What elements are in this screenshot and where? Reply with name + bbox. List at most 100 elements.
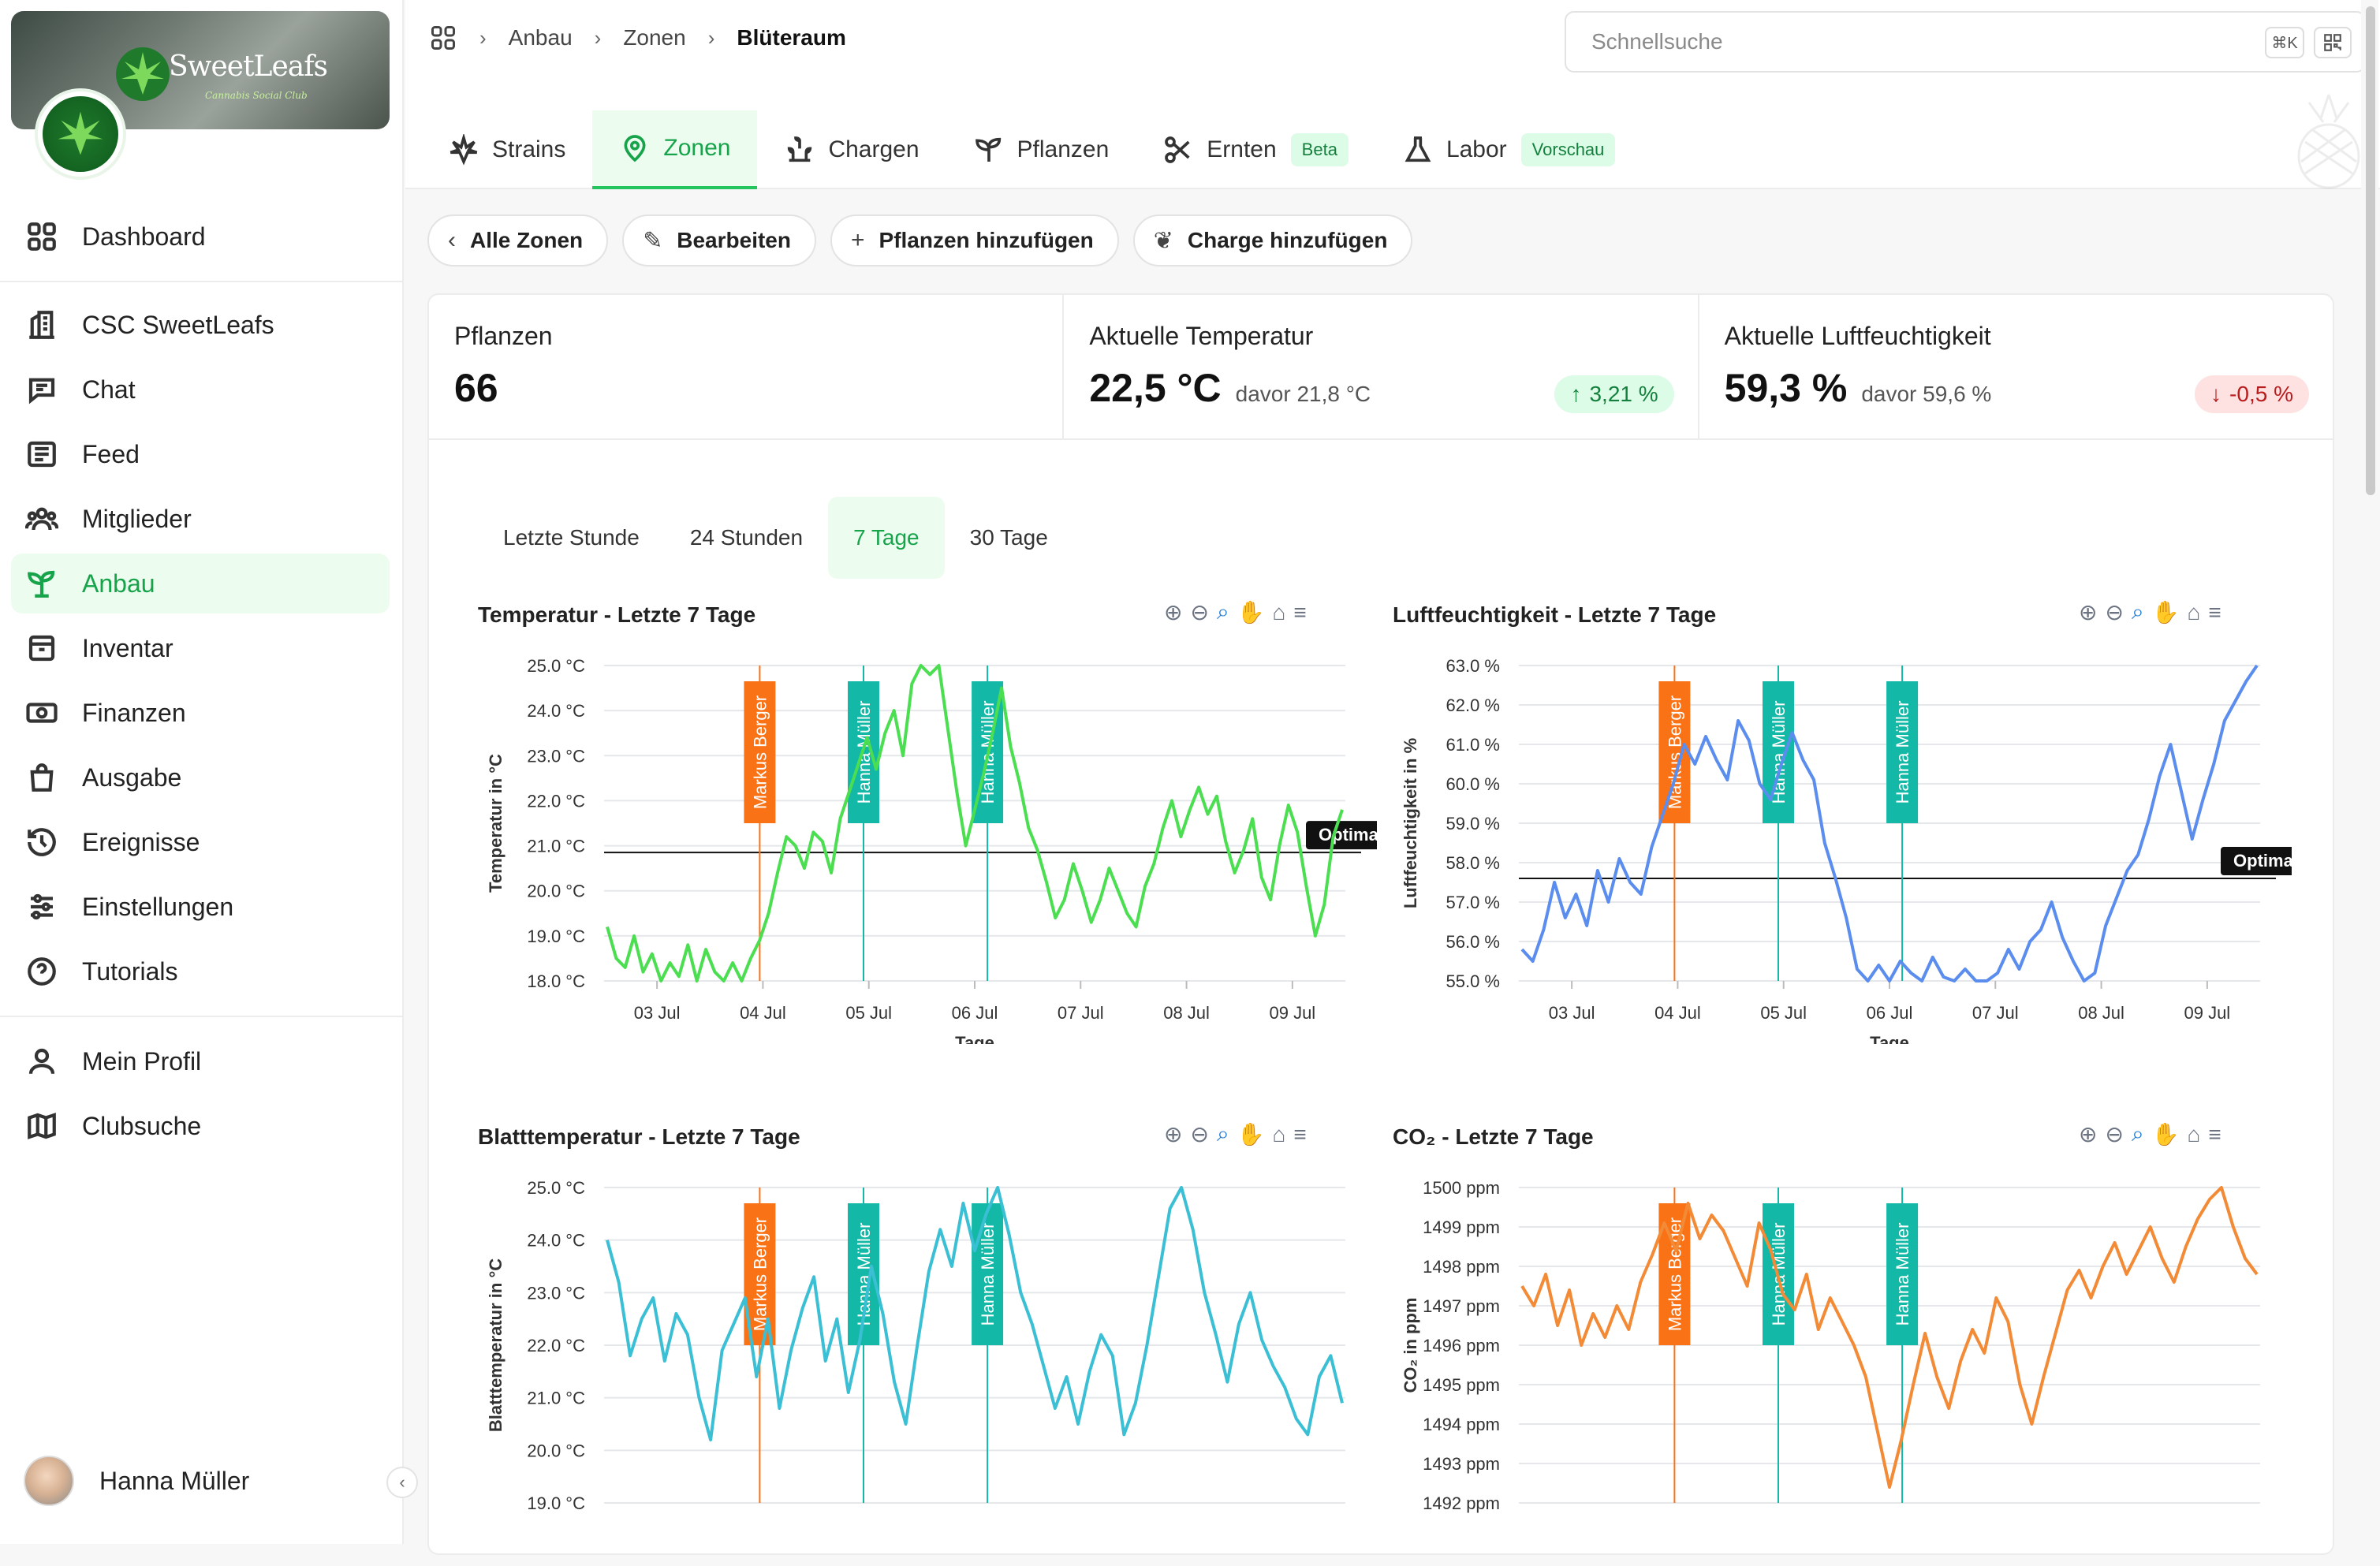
add-batch-button[interactable]: ❦ Charge hinzufügen (1132, 214, 1413, 267)
chart-title: CO₂ - Letzte 7 Tage (1393, 1124, 1594, 1149)
tab-ernten[interactable]: Ernten Beta (1136, 110, 1375, 189)
y-tick-label: 1494 ppm (1423, 1415, 1500, 1434)
chevron-left-icon: ‹ (448, 227, 456, 253)
y-tick-label: 1499 ppm (1423, 1217, 1500, 1237)
pan-icon[interactable]: ✋ (1237, 1122, 1265, 1147)
y-axis-label: Blatttemperatur in °C (486, 1258, 505, 1432)
stat-value: 66 (454, 366, 498, 410)
zone-card: Pflanzen 66 Aktuelle Temperatur 22,5 °C d… (427, 293, 2334, 1555)
reset-zoom-icon[interactable]: ⌂ (2187, 599, 2201, 625)
pan-icon[interactable]: ✋ (1237, 600, 1265, 625)
brand-tagline: Cannabis Social Club (205, 90, 308, 101)
range-30d[interactable]: 30 Tage (969, 525, 1048, 550)
sidebar-item-clubsearch[interactable]: Clubsuche (11, 1096, 390, 1156)
chevron-right-icon: › (594, 25, 602, 50)
add-plants-button[interactable]: + Pflanzen hinzufügen (830, 214, 1119, 267)
zoom-in-icon[interactable]: ⊕ (2079, 600, 2098, 625)
edit-button[interactable]: ✎ Bearbeiten (622, 214, 816, 267)
range-7d[interactable]: 7 Tage (828, 497, 945, 579)
tab-labor[interactable]: Labor Vorschau (1375, 110, 1642, 189)
zoom-out-icon[interactable]: ⊖ (1190, 600, 1209, 625)
sidebar-item-settings[interactable]: Einstellungen (11, 877, 390, 937)
annotation-text: Hanna Müller (1893, 1223, 1912, 1326)
zoom-out-icon[interactable]: ⊖ (2105, 600, 2124, 625)
stat-value: 59,3 % (1724, 366, 1848, 410)
sidebar-item-finances[interactable]: Finanzen (11, 683, 390, 743)
seedlings-icon (788, 136, 812, 162)
y-tick-label: 18.0 °C (527, 971, 585, 991)
menu-icon[interactable]: ≡ (2208, 599, 2221, 625)
sidebar-item-events[interactable]: Ereignisse (11, 812, 390, 872)
collapse-sidebar-button[interactable]: ‹ (386, 1467, 418, 1498)
tab-strains[interactable]: Strains (421, 110, 592, 189)
sidebar-item-output[interactable]: Ausgabe (11, 748, 390, 807)
sprout-icon (975, 137, 1001, 162)
sidebar-item-feed[interactable]: Feed (11, 424, 390, 484)
annotation-label: Hanna Müller (1763, 1203, 1794, 1345)
sidebar-item-club[interactable]: CSC SweetLeafs (11, 295, 390, 355)
chat-icon (28, 378, 55, 405)
zoom-out-icon[interactable]: ⊖ (1190, 1122, 1209, 1147)
chevron-left-icon: ‹ (399, 1472, 405, 1492)
sidebar-item-label: Tutorials (82, 956, 178, 986)
breadcrumb: › Anbau › Zonen › Blüteraum (429, 24, 846, 52)
chart-3: CO₂ - Letzte 7 Tage ⊕ ⊖ ⌕ ✋ ⌂ ≡ 1492 ppm 1493 pp… (1393, 1121, 2292, 1566)
menu-icon[interactable]: ≡ (1293, 599, 1307, 625)
pan-icon[interactable]: ✋ (2151, 1122, 2180, 1147)
range-last-hour[interactable]: Letzte Stunde (503, 525, 640, 550)
button-label: Bearbeiten (677, 228, 791, 252)
sidebar-item-anbau[interactable]: Anbau (11, 554, 390, 613)
reset-zoom-icon[interactable]: ⌂ (2187, 1121, 2201, 1147)
zoom-out-icon[interactable]: ⊖ (2105, 1122, 2124, 1147)
pan-icon[interactable]: ✋ (2151, 600, 2180, 625)
y-tick-label: 57.0 % (1446, 893, 1501, 912)
menu-icon[interactable]: ≡ (2208, 1121, 2221, 1147)
qr-code-icon[interactable] (2314, 27, 2352, 58)
breadcrumb-anbau[interactable]: Anbau (508, 25, 573, 50)
series-line (606, 664, 1344, 982)
scrollbar-thumb[interactable] (2366, 6, 2375, 495)
sidebar-item-dashboard[interactable]: Dashboard (11, 207, 390, 267)
sidebar-item-tutorials[interactable]: Tutorials (11, 941, 390, 1001)
current-user[interactable]: Hanna Müller (24, 1456, 249, 1506)
zoom-select-icon[interactable]: ⌕ (2131, 1121, 2144, 1146)
button-label: Alle Zonen (470, 228, 584, 252)
tab-pflanzen[interactable]: Pflanzen (946, 110, 1136, 189)
zoom-in-icon[interactable]: ⊕ (2079, 1122, 2098, 1147)
zoom-select-icon[interactable]: ⌕ (1216, 1121, 1229, 1146)
x-axis-label: Tage (1870, 1033, 1909, 1044)
tab-label: Pflanzen (1017, 136, 1110, 162)
stat-label: Pflanzen (454, 322, 553, 350)
x-tick-label: 08 Jul (2078, 1003, 2124, 1023)
search-placeholder: Schnellsuche (1591, 29, 1723, 54)
scrollbar[interactable] (2361, 0, 2378, 1544)
search-input[interactable]: Schnellsuche ⌘K (1565, 11, 2366, 73)
all-zones-button[interactable]: ‹ Alle Zonen (427, 214, 609, 267)
breadcrumb-zonen[interactable]: Zonen (623, 25, 686, 50)
y-axis-label: Luftfeuchtigkeit in % (1401, 738, 1420, 908)
y-tick-label: 22.0 °C (527, 791, 585, 811)
sidebar-item-members[interactable]: Mitglieder (11, 489, 390, 549)
sidebar-item-chat[interactable]: Chat (11, 360, 390, 419)
sidebar-item-inventory[interactable]: Inventar (11, 618, 390, 678)
sidebar-item-label: Ereignisse (82, 827, 200, 856)
zoom-select-icon[interactable]: ⌕ (1216, 599, 1229, 624)
optimal-label-text: Optimal (2233, 851, 2292, 871)
reset-zoom-icon[interactable]: ⌂ (1272, 1121, 1286, 1147)
grid-icon[interactable] (429, 24, 457, 52)
club-avatar[interactable] (35, 88, 126, 180)
menu-icon[interactable]: ≡ (1293, 1121, 1307, 1147)
chart-0: Temperatur - Letzte 7 Tage ⊕ ⊖ ⌕ ✋ ⌂ ≡ 18.0 °C 1… (478, 599, 1377, 1044)
range-24h[interactable]: 24 Stunden (689, 525, 804, 550)
reset-zoom-icon[interactable]: ⌂ (1272, 599, 1286, 625)
grid-icon (28, 222, 56, 251)
tab-zonen[interactable]: Zonen (592, 110, 758, 189)
divider (0, 281, 402, 282)
zoom-in-icon[interactable]: ⊕ (1164, 600, 1183, 625)
sidebar-item-profile[interactable]: Mein Profil (11, 1031, 390, 1091)
zoom-select-icon[interactable]: ⌕ (2131, 599, 2144, 624)
zoom-in-icon[interactable]: ⊕ (1164, 1122, 1183, 1147)
chart-title: Temperatur - Letzte 7 Tage (478, 602, 756, 627)
tab-chargen[interactable]: Chargen (757, 110, 946, 189)
sprout-icon (28, 570, 55, 598)
